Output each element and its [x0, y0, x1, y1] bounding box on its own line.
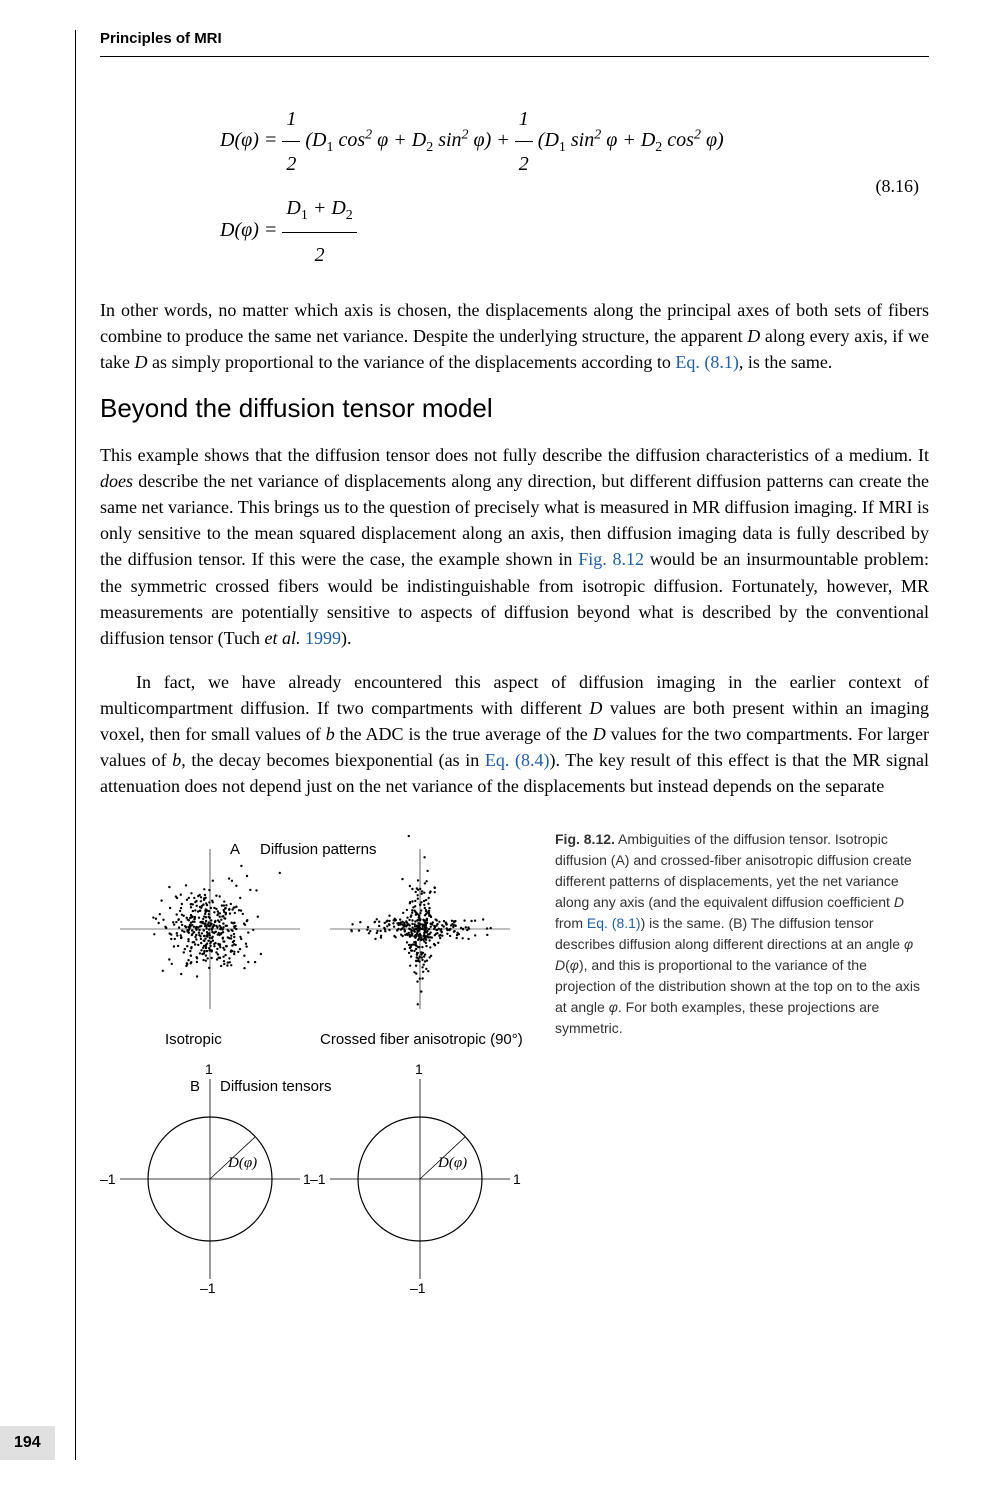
- paragraph-1: In other words, no matter which axis is …: [100, 297, 929, 375]
- page-header: Principles of MRI: [100, 30, 929, 57]
- panel-b-label: B: [190, 1078, 200, 1095]
- panel-a-title: Diffusion patterns: [260, 841, 376, 858]
- panel-a-label: A: [230, 841, 240, 858]
- equation-line-2: D(φ) = D1 + D22: [100, 186, 876, 277]
- tensor-left: D(φ) 1 –1 –1 1: [100, 1061, 311, 1296]
- paragraph-3: In fact, we have already encountered thi…: [100, 669, 929, 799]
- figure-svg: A Diffusion patterns Isotropic Crossed f…: [100, 829, 530, 1299]
- svg-text:1: 1: [415, 1061, 423, 1077]
- header-title: Principles of MRI: [100, 30, 222, 47]
- equation-line-1: D(φ) = 12 (D1 cos2 φ + D2 sin2 φ) + 12 (…: [100, 97, 876, 186]
- svg-text:–1: –1: [310, 1171, 326, 1187]
- section-heading: Beyond the diffusion tensor model: [100, 393, 929, 424]
- figure-graphics: A Diffusion patterns Isotropic Crossed f…: [100, 829, 530, 1304]
- isotropic-label: Isotropic: [165, 1031, 222, 1048]
- crossed-label: Crossed fiber anisotropic (90°): [320, 1031, 523, 1048]
- svg-text:D(φ): D(φ): [437, 1155, 467, 1171]
- tensor-right: D(φ) 1 –1 –1 1: [310, 1061, 521, 1296]
- left-margin-rule: [75, 30, 76, 1460]
- panel-b-title: Diffusion tensors: [220, 1078, 331, 1095]
- svg-text:D(φ): D(φ): [227, 1155, 257, 1171]
- svg-text:–1: –1: [200, 1280, 216, 1296]
- svg-text:1: 1: [513, 1171, 521, 1187]
- figure-caption: Fig. 8.12. Ambiguities of the diffusion …: [555, 829, 929, 1304]
- svg-text:–1: –1: [410, 1280, 426, 1296]
- svg-text:1: 1: [205, 1061, 213, 1077]
- equation-content: D(φ) = 12 (D1 cos2 φ + D2 sin2 φ) + 12 (…: [100, 97, 876, 277]
- svg-text:–1: –1: [100, 1171, 116, 1187]
- paragraph-2: This example shows that the diffusion te…: [100, 442, 929, 651]
- scatter-crossed: [330, 835, 510, 1009]
- equation-number: (8.16): [876, 176, 930, 197]
- scatter-isotropic: [120, 849, 300, 1009]
- page-number: 194: [0, 1426, 55, 1460]
- equation-8-16: D(φ) = 12 (D1 cos2 φ + D2 sin2 φ) + 12 (…: [100, 97, 929, 277]
- figure-8-12: A Diffusion patterns Isotropic Crossed f…: [100, 829, 929, 1304]
